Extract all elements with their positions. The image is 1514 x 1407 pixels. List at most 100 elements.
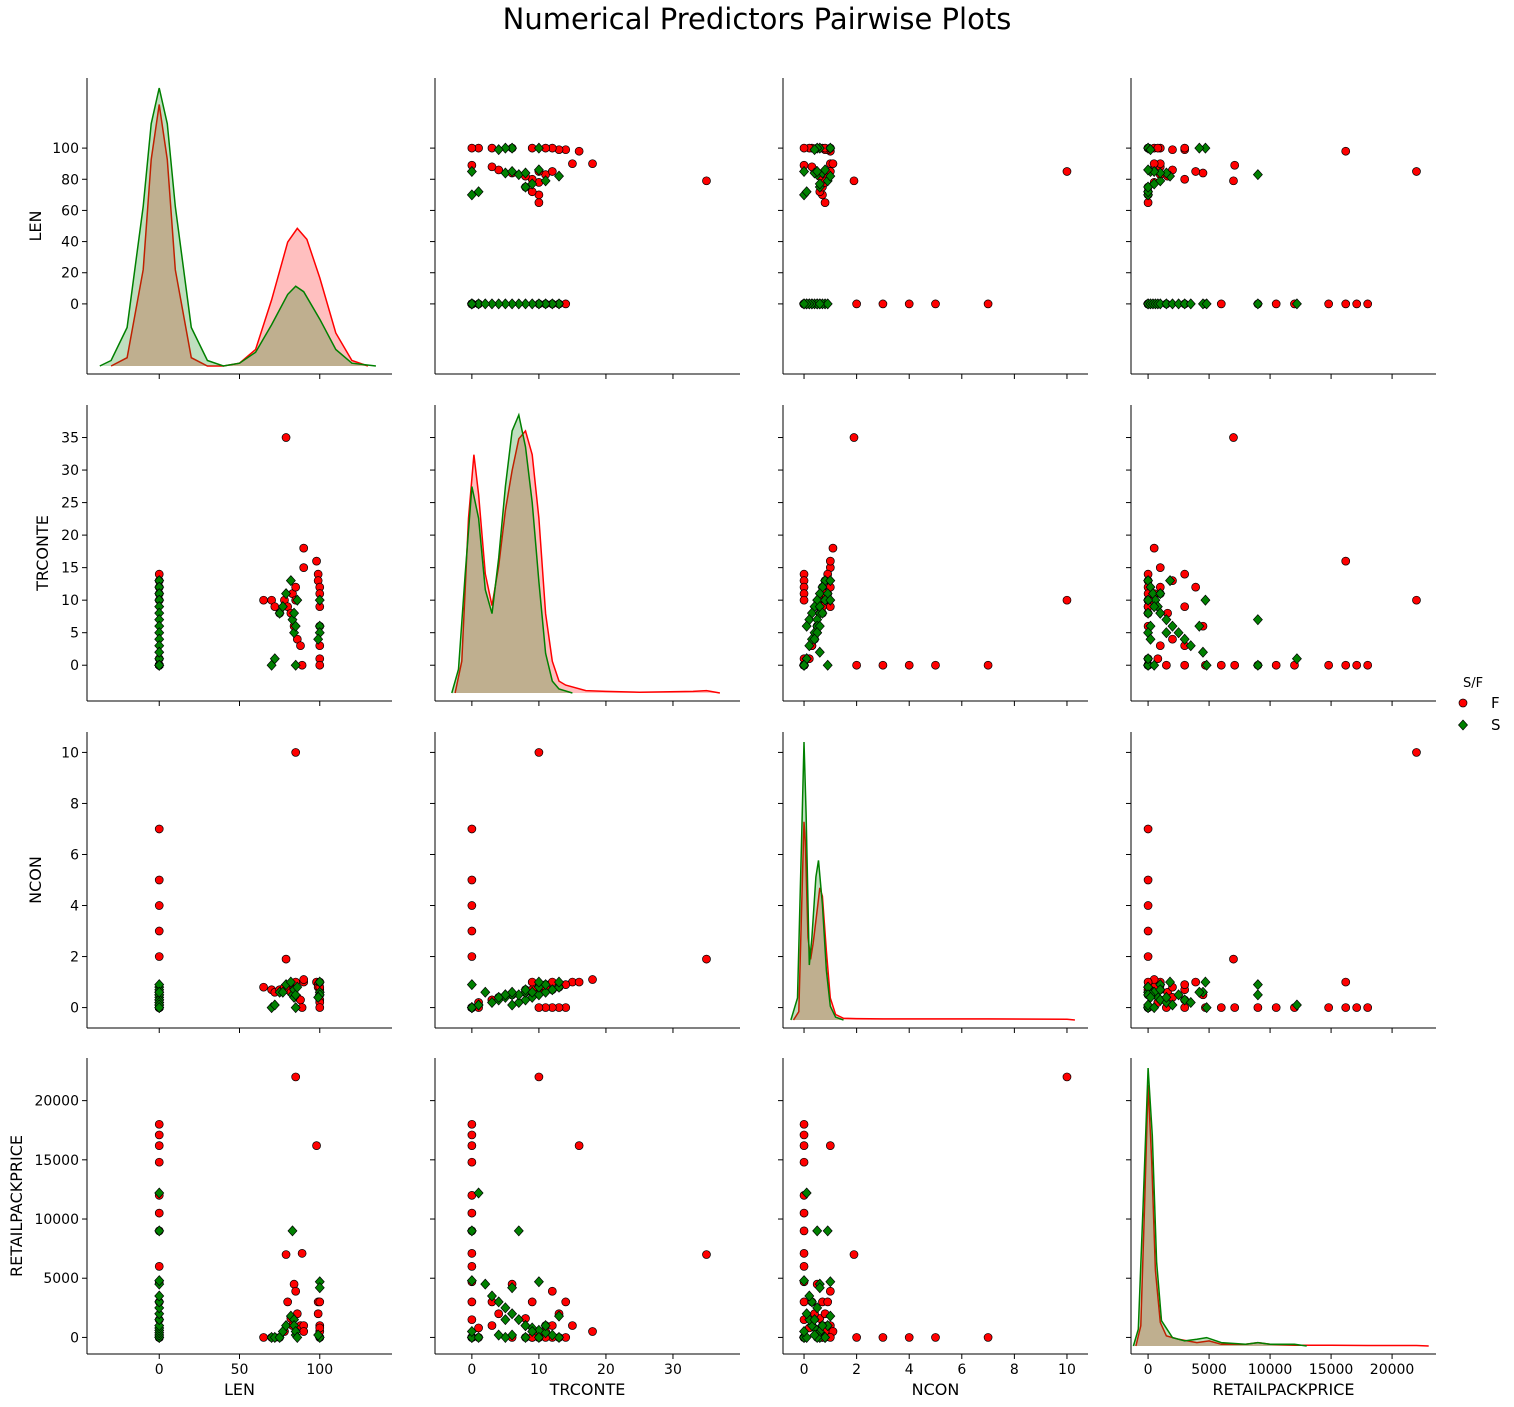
- point-S: [285, 575, 296, 587]
- point-S: [812, 1225, 823, 1237]
- point-S: [1252, 614, 1263, 626]
- point-S: [1252, 979, 1263, 991]
- subplot-len-vs-retailpackprice: [1126, 78, 1436, 379]
- point-F: [828, 543, 838, 553]
- point-F: [487, 1321, 497, 1330]
- point-S: [799, 165, 810, 177]
- kde-fill-S: [99, 88, 376, 366]
- point-S: [825, 1310, 836, 1322]
- point-S: [507, 1308, 518, 1320]
- point-F: [315, 1323, 325, 1333]
- point-S: [804, 640, 815, 652]
- point-F: [1352, 1003, 1362, 1012]
- point-S: [281, 1320, 292, 1332]
- point-S: [822, 1225, 833, 1237]
- point-F: [291, 582, 301, 592]
- point-F: [281, 1250, 291, 1259]
- point-S: [799, 659, 810, 671]
- point-F: [312, 556, 321, 566]
- point-F: [312, 1141, 321, 1150]
- legend-marker-F: [1458, 698, 1468, 708]
- point-F: [534, 1072, 544, 1082]
- point-F: [878, 1333, 888, 1342]
- point-S: [1143, 594, 1154, 606]
- kde-fill-F: [455, 430, 720, 693]
- point-F: [1352, 299, 1362, 309]
- legend: S/F FS: [1458, 676, 1501, 734]
- point-F: [154, 1157, 164, 1167]
- point-S: [154, 1320, 165, 1332]
- point-F: [878, 299, 888, 309]
- point-S: [812, 1302, 823, 1314]
- point-F: [799, 143, 809, 153]
- point-S: [313, 991, 324, 1003]
- y-tick-label: 10: [61, 745, 79, 761]
- point-S: [493, 1296, 504, 1308]
- point-F: [904, 660, 914, 670]
- point-S: [1185, 640, 1196, 652]
- point-S: [825, 170, 836, 182]
- point-F: [852, 299, 861, 309]
- y-tick-label: 10: [61, 593, 79, 609]
- point-S: [1143, 607, 1154, 619]
- x-tick-label: 0: [155, 1362, 164, 1378]
- point-S: [287, 1225, 298, 1237]
- point-S: [507, 298, 518, 310]
- point-S: [290, 620, 301, 632]
- y-tick-label: 0: [70, 1330, 79, 1346]
- point-S: [493, 298, 504, 310]
- point-S: [289, 627, 300, 639]
- point-S: [1155, 175, 1166, 187]
- point-F: [154, 1119, 164, 1129]
- point-S: [809, 144, 820, 156]
- point-F: [852, 1333, 861, 1342]
- kde-line-F: [1135, 1084, 1429, 1347]
- point-F: [289, 1279, 299, 1289]
- subplot-ncon-vs-retailpackprice: [1126, 732, 1436, 1033]
- point-S: [533, 976, 544, 988]
- point-S: [500, 1302, 511, 1314]
- point-F: [1143, 952, 1153, 961]
- point-S: [507, 986, 518, 998]
- point-S: [314, 594, 325, 606]
- point-F: [297, 1249, 307, 1258]
- point-F: [467, 926, 477, 936]
- point-F: [1180, 980, 1190, 989]
- point-F: [799, 1119, 809, 1129]
- point-F: [1363, 660, 1373, 670]
- point-S: [822, 298, 833, 310]
- y-tick-label: 15000: [34, 1153, 79, 1169]
- point-F: [983, 1333, 993, 1342]
- point-S: [1145, 633, 1156, 645]
- point-F: [1216, 299, 1226, 309]
- point-S: [825, 575, 836, 587]
- point-S: [814, 298, 825, 310]
- point-S: [825, 142, 836, 154]
- point-S: [1194, 620, 1205, 632]
- point-F: [259, 982, 268, 992]
- y-tick-label: 20: [61, 528, 79, 544]
- point-S: [812, 165, 823, 177]
- point-S: [277, 601, 288, 613]
- point-S: [1252, 169, 1263, 181]
- point-S: [1161, 627, 1172, 639]
- subplot-ncon-vs-len: 0 2 4 6 8 10 NCON: [26, 732, 392, 1033]
- point-F: [467, 1119, 477, 1129]
- point-S: [1161, 991, 1172, 1003]
- point-S: [554, 170, 564, 182]
- point-F: [1229, 954, 1238, 964]
- subplot-retailpackprice-vs-ncon: 0 2 4 6 8 10 NCON: [778, 1058, 1088, 1399]
- point-S: [507, 1329, 518, 1341]
- point-S: [313, 1329, 324, 1341]
- point-S: [513, 1225, 524, 1237]
- point-S: [466, 298, 477, 310]
- point-S: [290, 1002, 301, 1014]
- point-F: [1229, 176, 1238, 186]
- point-F: [799, 1297, 809, 1307]
- point-F: [534, 1003, 544, 1012]
- point-F: [467, 1315, 477, 1325]
- point-F: [467, 1249, 477, 1258]
- kde-fill-S: [790, 742, 844, 1020]
- point-S: [1161, 614, 1172, 626]
